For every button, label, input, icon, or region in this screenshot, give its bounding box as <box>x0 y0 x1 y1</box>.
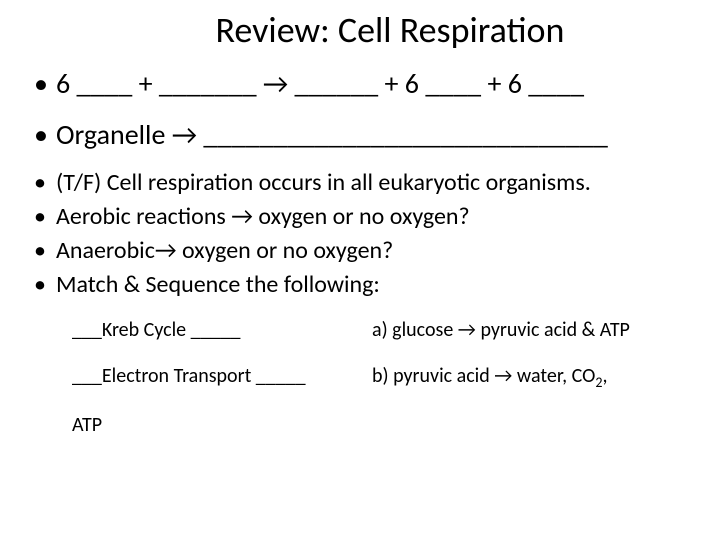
bullet-l2-aerobic: Aerobic reactions → oxygen or no oxygen? <box>34 202 700 232</box>
bullet-l2-match: Match & Sequence the following: <box>34 270 700 300</box>
bullet-l2-anaerobic: Anaerobic→ oxygen or no oxygen? <box>34 236 700 266</box>
match-right-b-suffix: , <box>602 364 607 388</box>
match-block: ___Kreb Cycle _____ a) glucose → pyruvic… <box>20 318 700 391</box>
bullet-l2-tf: (T/F) Cell respiration occurs in all euk… <box>34 168 700 198</box>
match-right-b: b) pyruvic acid → water, CO2, <box>372 364 700 391</box>
match-row-1: ___Kreb Cycle _____ a) glucose → pyruvic… <box>72 318 700 342</box>
footer-atp: ATP <box>20 413 700 437</box>
slide: Review: Cell Respiration 6 ____ + ______… <box>0 0 720 540</box>
match-row-2: ___Electron Transport _____ b) pyruvic a… <box>72 364 700 391</box>
bullet-list-level1: 6 ____ + _______ → ______ + 6 ____ + 6 _… <box>20 66 700 152</box>
match-right-b-prefix: b) pyruvic acid → water, CO <box>372 364 595 388</box>
bullet-l1-organelle: Organelle → ____________________________… <box>34 117 700 152</box>
page-title: Review: Cell Respiration <box>20 8 700 52</box>
match-left-electron: ___Electron Transport _____ <box>72 364 372 391</box>
bullet-list-level2: (T/F) Cell respiration occurs in all euk… <box>20 168 700 300</box>
match-right-a: a) glucose → pyruvic acid & ATP <box>372 318 700 342</box>
match-left-kreb: ___Kreb Cycle _____ <box>72 318 372 342</box>
bullet-l1-equation: 6 ____ + _______ → ______ + 6 ____ + 6 _… <box>34 66 700 101</box>
